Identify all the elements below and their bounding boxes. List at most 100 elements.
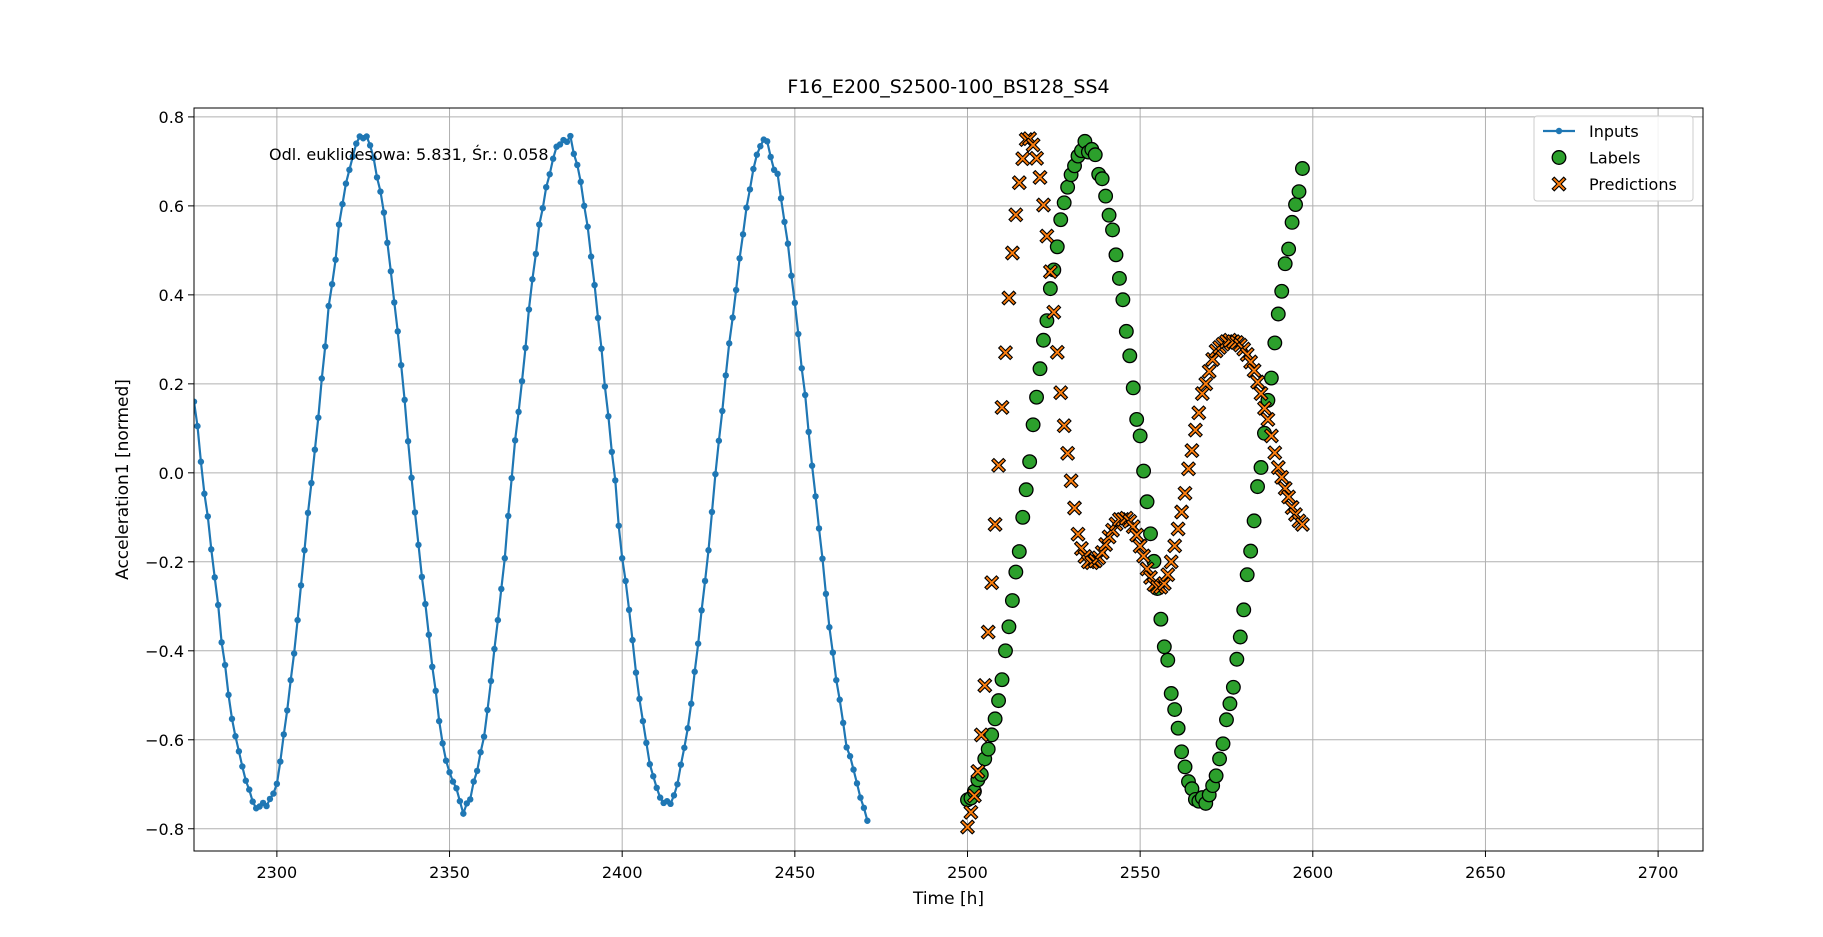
inputs-point [732,286,740,294]
inputs-point [363,133,370,140]
label-point [994,672,1010,688]
label-point [1219,712,1234,728]
y-tick-label: −0.8 [145,820,184,839]
inputs-point [353,140,360,147]
inputs-point [650,773,657,780]
prediction-point [1035,197,1052,213]
prediction-point [970,763,986,779]
inputs-point [722,372,729,379]
inputs-point [339,200,346,208]
prediction-point [1184,443,1200,459]
inputs-point [591,281,598,289]
label-point [1156,639,1172,655]
prediction-point [1191,405,1207,421]
inputs-point [632,669,640,676]
inputs-point [370,154,377,162]
label-point [1170,720,1186,736]
y-tick-label: −0.4 [145,642,184,661]
inputs-point [574,161,581,169]
inputs-point [249,798,256,805]
inputs-point [729,314,736,321]
series-predictions [959,131,1310,835]
x-tick-label: 2400 [602,863,643,882]
prediction-point [1177,485,1193,501]
prediction-point [1263,428,1279,444]
inputs-point [335,221,343,228]
inputs-point [601,383,609,390]
label-point [1115,292,1131,308]
inputs-point [839,719,847,727]
label-point [1222,696,1238,712]
inputs-point [719,407,726,415]
prediction-point [1180,461,1197,477]
x-tick-label: 2550 [1120,863,1161,882]
label-point [1118,323,1134,339]
grid [194,108,1703,851]
inputs-point [587,253,595,260]
prediction-point [984,575,1000,591]
inputs-point [456,797,464,805]
label-point [1270,306,1286,322]
label-point [1229,651,1245,667]
label-point [1294,161,1310,176]
label-point [998,643,1013,659]
inputs-point [228,715,236,723]
legend-box [1533,115,1694,202]
inputs-point [277,758,284,765]
prediction-point [1066,500,1083,516]
label-point [1018,482,1034,498]
label-point [1153,611,1169,627]
prediction-point [966,788,982,804]
legend-label: Predictions [1589,175,1677,194]
y-tick-label: 0.8 [159,108,184,127]
inputs-point [511,437,519,444]
inputs-point [460,810,467,817]
inputs-point [684,725,691,732]
prediction-point [1056,418,1072,434]
inputs-point [698,607,705,614]
prediction-point [1042,264,1058,280]
inputs-point [491,645,498,653]
inputs-point [743,204,750,211]
inputs-point [194,398,198,405]
inputs-point [784,240,792,247]
label-point [1011,544,1027,560]
inputs-point [266,795,274,803]
label-point [1236,602,1252,618]
inputs-point [819,555,826,562]
inputs-point [208,546,215,553]
inputs-point [577,178,584,186]
inputs-point [608,448,616,456]
inputs-point [301,547,308,554]
y-tick-label: −0.2 [145,553,184,572]
prediction-point [1160,567,1176,583]
x-tick-label: 2300 [257,863,298,882]
prediction-point [1039,228,1055,244]
inputs-point [342,180,350,187]
prediction-point [1070,526,1086,542]
inputs-point [435,717,443,725]
inputs-point [653,784,660,792]
label-point [1022,454,1038,470]
inputs-point [774,170,781,178]
inputs-point [411,509,419,516]
inputs-point [750,165,757,173]
distance-annotation: Odl. euklidesowa: 5.831, Śr.: 0.058 [269,145,549,164]
label-point [1250,479,1266,495]
inputs-point [263,802,270,810]
inputs-point [380,209,388,216]
x-tick-label: 2600 [1292,863,1333,882]
inputs-point [246,786,253,793]
prediction-point [1011,175,1027,191]
inputs-point [346,166,353,174]
inputs-point [197,458,205,465]
inputs-point [242,777,249,784]
inputs-point [543,183,550,191]
label-point [1277,256,1293,272]
inputs-point [418,573,426,581]
label-point [1004,593,1020,608]
inputs-point [311,446,319,453]
prediction-point [1029,150,1045,166]
inputs-point [850,766,857,773]
prediction-point [991,457,1007,473]
